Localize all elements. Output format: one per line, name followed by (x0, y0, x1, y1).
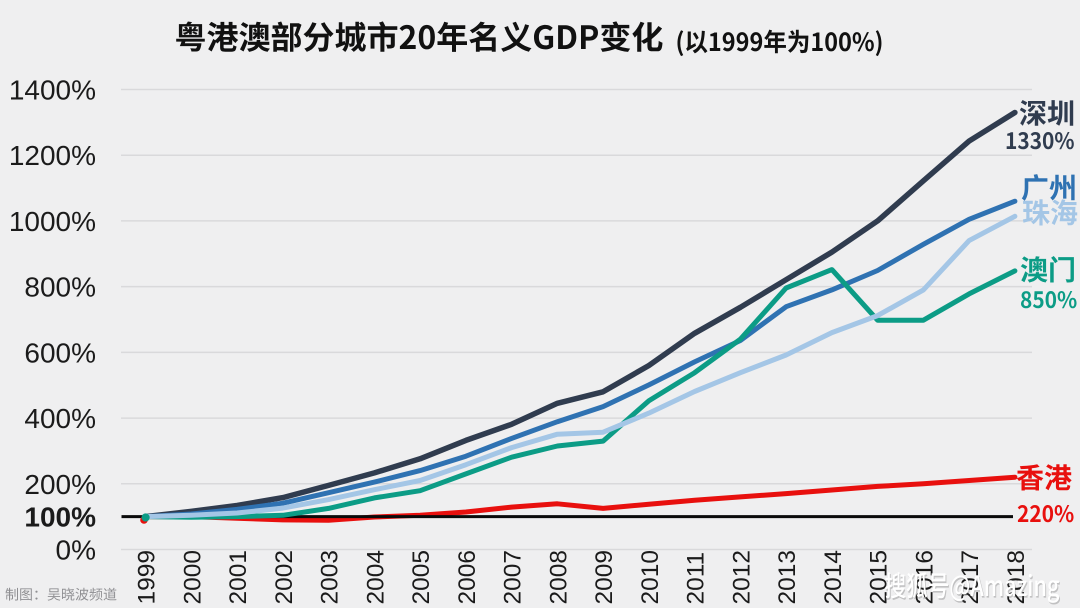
svg-text:2009: 2009 (591, 550, 618, 605)
svg-text:200%: 200% (24, 469, 96, 500)
svg-text:0%: 0% (56, 535, 96, 566)
svg-text:2004: 2004 (362, 550, 389, 605)
svg-text:400%: 400% (24, 403, 96, 434)
svg-text:2003: 2003 (317, 550, 344, 605)
svg-text:2013: 2013 (774, 550, 801, 605)
svg-text:1000%: 1000% (9, 206, 96, 237)
svg-text:2007: 2007 (500, 550, 527, 605)
svg-text:2008: 2008 (545, 550, 572, 605)
svg-text:1999: 1999 (134, 550, 161, 605)
svg-text:2011: 2011 (683, 552, 710, 605)
svg-text:800%: 800% (24, 272, 96, 303)
svg-text:2014: 2014 (820, 550, 847, 605)
svg-text:100%: 100% (24, 502, 96, 533)
svg-text:2002: 2002 (271, 550, 298, 605)
svg-text:600%: 600% (24, 337, 96, 368)
svg-text:2006: 2006 (454, 550, 481, 605)
svg-text:2001: 2001 (225, 550, 252, 605)
svg-text:2000: 2000 (179, 550, 206, 605)
svg-text:2010: 2010 (637, 550, 664, 605)
svg-text:2005: 2005 (408, 550, 435, 605)
svg-text:1200%: 1200% (9, 140, 96, 171)
svg-text:1400%: 1400% (9, 75, 96, 106)
svg-text:2012: 2012 (728, 550, 755, 605)
